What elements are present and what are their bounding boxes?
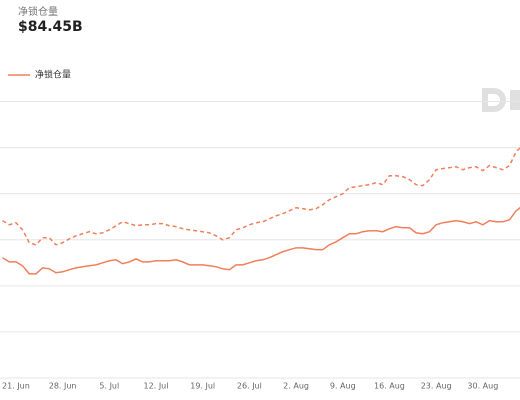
x-tick-label: 21. Jun [2, 382, 30, 391]
x-tick-label: 5. Jul [99, 382, 119, 391]
x-tick-label: 26. Jul [237, 382, 262, 391]
x-tick-label: 12. Jul [144, 382, 169, 391]
x-tick-label: 28. Jun [49, 382, 77, 391]
x-tick-label: 19. Jul [190, 382, 215, 391]
x-tick-label: 9. Aug [330, 382, 356, 391]
x-tick-label: 16. Aug [374, 382, 405, 391]
header-value: $84.45B [18, 19, 83, 35]
x-tick-label: 23. Aug [421, 382, 452, 391]
series-line [2, 206, 520, 275]
watermark [482, 88, 520, 112]
x-tick-label: 2. Aug [283, 382, 309, 391]
x-tick-label: 30. Aug [467, 382, 498, 391]
legend-label: 净锁仓量 [35, 69, 71, 81]
header-label: 净锁仓量 [18, 5, 58, 18]
series-line [2, 147, 520, 246]
